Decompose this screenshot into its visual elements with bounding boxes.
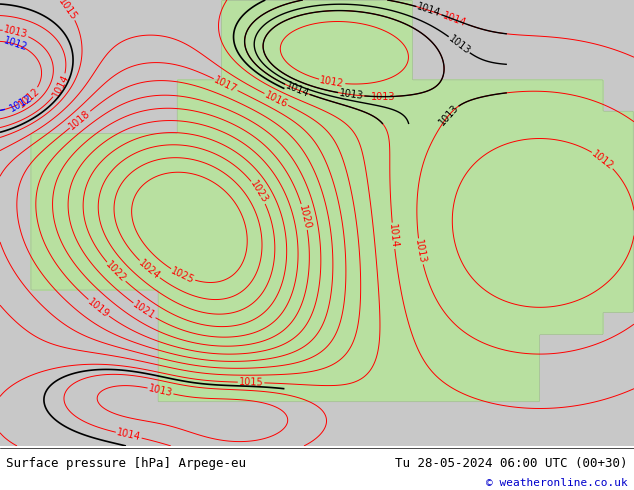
Text: 1015: 1015 xyxy=(238,377,264,388)
Text: 1012: 1012 xyxy=(8,92,34,113)
Text: 1014: 1014 xyxy=(50,73,70,99)
Text: 1017: 1017 xyxy=(212,74,239,95)
Text: 1012: 1012 xyxy=(3,36,29,53)
Text: 1021: 1021 xyxy=(131,300,157,321)
Text: 1013: 1013 xyxy=(371,92,395,101)
Text: 1013: 1013 xyxy=(339,88,364,101)
Text: 1013: 1013 xyxy=(148,383,174,398)
Text: 1020: 1020 xyxy=(297,204,313,230)
Text: 1013: 1013 xyxy=(413,239,427,265)
Text: 1024: 1024 xyxy=(137,258,162,281)
Text: 1014: 1014 xyxy=(284,80,311,99)
Text: 1019: 1019 xyxy=(86,296,111,319)
Text: 1013: 1013 xyxy=(3,24,29,40)
Text: 1022: 1022 xyxy=(104,260,128,284)
Text: 1012: 1012 xyxy=(590,148,616,172)
Text: 1013: 1013 xyxy=(446,33,472,56)
Text: 1015: 1015 xyxy=(56,0,79,22)
Text: 1014: 1014 xyxy=(115,428,142,443)
Text: 1025: 1025 xyxy=(169,266,196,285)
Text: 1016: 1016 xyxy=(263,90,290,109)
Text: 1012: 1012 xyxy=(319,75,345,89)
Text: 1018: 1018 xyxy=(67,108,93,131)
Text: Surface pressure [hPa] Arpege-eu: Surface pressure [hPa] Arpege-eu xyxy=(6,457,247,470)
Text: 1023: 1023 xyxy=(248,179,269,205)
Text: 1014: 1014 xyxy=(387,223,399,248)
Text: © weatheronline.co.uk: © weatheronline.co.uk xyxy=(486,478,628,489)
Text: 1014: 1014 xyxy=(416,2,443,19)
Text: Tu 28-05-2024 06:00 UTC (00+30): Tu 28-05-2024 06:00 UTC (00+30) xyxy=(395,457,628,470)
Text: 1012: 1012 xyxy=(16,85,41,109)
Text: 1013: 1013 xyxy=(437,102,461,127)
Text: 1014: 1014 xyxy=(441,11,468,28)
